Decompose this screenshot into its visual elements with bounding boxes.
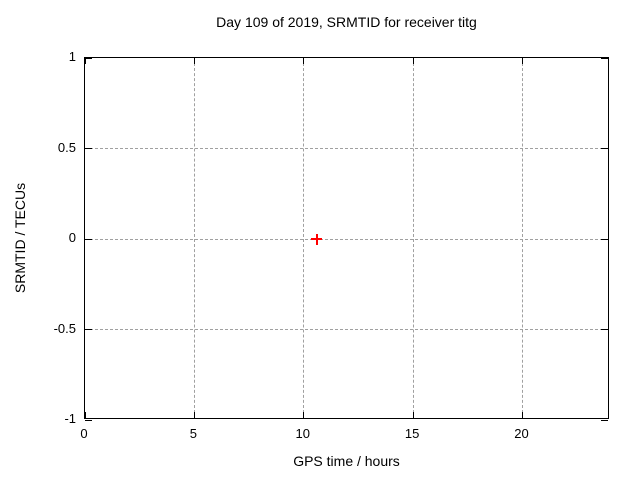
gridline-x-5 [193, 58, 195, 418]
gridline-x-10 [303, 58, 305, 418]
x-tick-bottom [303, 412, 305, 418]
x-axis-label: GPS time / hours [293, 453, 400, 469]
y-tick-label: -1 [64, 411, 76, 426]
x-tick-bottom [84, 412, 86, 418]
y-tick-left [85, 329, 92, 330]
gridline-x-20 [522, 58, 523, 418]
chart-title: Day 109 of 2019, SRMTID for receiver tit… [216, 14, 477, 30]
x-tick-label: 0 [80, 426, 88, 441]
y-tick-left [85, 57, 92, 59]
y-tick-left [85, 238, 92, 240]
x-tick-label: 10 [295, 426, 310, 441]
x-tick-top [193, 58, 195, 64]
gridline-y-0 [85, 238, 608, 240]
x-tick-top [84, 58, 86, 64]
data-point-bar [315, 233, 318, 245]
x-tick-top [412, 58, 414, 64]
gridline-y--0.5 [85, 329, 608, 330]
y-tick-label: 0.5 [57, 139, 76, 155]
y-tick-right [601, 419, 608, 421]
x-tick-top [522, 58, 523, 64]
y-tick-label: -0.5 [53, 320, 76, 336]
data-point [311, 233, 323, 245]
x-tick-label: 20 [514, 426, 529, 441]
x-tick-bottom [412, 412, 414, 418]
y-tick-right [601, 329, 608, 330]
y-tick-right [601, 57, 608, 59]
x-tick-bottom [193, 412, 195, 418]
x-tick-label: 5 [189, 426, 197, 441]
x-tick-label: 15 [404, 426, 420, 441]
y-tick-left [85, 148, 92, 149]
gridline-x-15 [412, 58, 414, 418]
y-tick-left [85, 419, 92, 421]
y-tick-label: 1 [68, 49, 76, 64]
y-tick-right [601, 238, 608, 240]
y-axis-label: SRMTID / TECUs [12, 182, 28, 294]
y-tick-right [601, 148, 608, 149]
plot-area [84, 57, 609, 421]
x-tick-top [303, 58, 305, 64]
gridline-y-0.5 [85, 148, 608, 149]
y-tick-label: 0 [68, 230, 76, 245]
x-tick-bottom [522, 412, 523, 418]
